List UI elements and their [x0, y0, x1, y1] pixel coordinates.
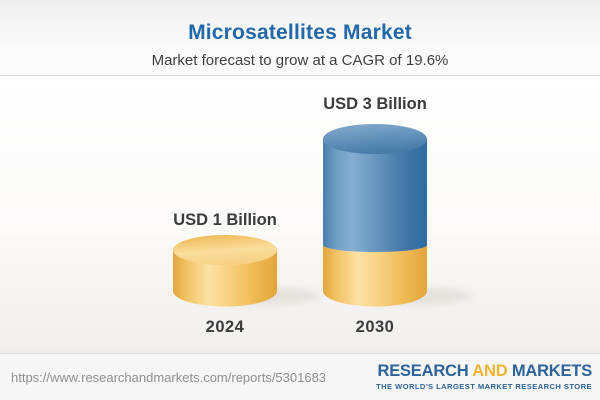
- value-label-2030: USD 3 Billion: [323, 95, 427, 113]
- bar-2024-cylinder: [173, 235, 277, 307]
- axis-label-2024: 2024: [205, 318, 245, 336]
- logo-word-markets: MARKETS: [511, 362, 592, 381]
- logo-tagline: THE WORLD'S LARGEST MARKET RESEARCH STOR…: [376, 381, 592, 391]
- footer: https://www.researchandmarkets.com/repor…: [0, 353, 600, 400]
- page-title: Microsatellites Market: [188, 21, 412, 44]
- bar-2030-blue-segment: [323, 139, 427, 252]
- report-url: https://www.researchandmarkets.com/repor…: [11, 369, 327, 385]
- bar-2030-cylinder: [323, 124, 427, 307]
- page-subtitle: Market forecast to grow at a CAGR of 19.…: [151, 52, 449, 69]
- header: Microsatellites Market Market forecast t…: [0, 0, 600, 76]
- chart-area: USD 3 Billion USD 1 Billion 2024 2030: [0, 77, 600, 353]
- research-and-markets-logo: RESEARCH AND MARKETS THE WORLD'S LARGEST…: [376, 363, 592, 390]
- value-label-2024: USD 1 Billion: [173, 211, 277, 229]
- bar-2030-gold-segment: [323, 245, 427, 307]
- logo-word-research: RESEARCH: [377, 362, 469, 381]
- cylinder-chart-svg: [173, 124, 473, 307]
- logo-word-and: AND: [472, 362, 508, 381]
- axis-label-2030: 2030: [355, 318, 395, 336]
- logo-wordmark: RESEARCH AND MARKETS: [377, 363, 592, 380]
